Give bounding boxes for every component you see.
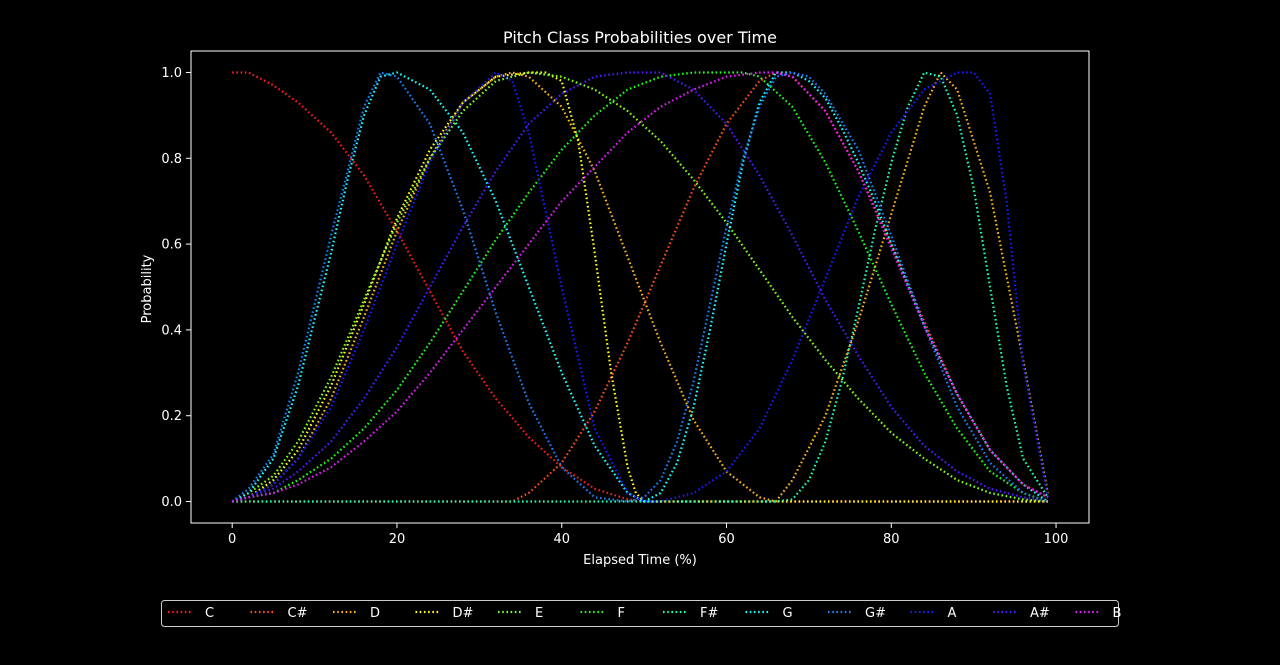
legend-label: B [1113,606,1122,621]
legend-label: C# [288,606,308,621]
y-tick-label: 0.8 [161,152,182,167]
x-tick-label: 80 [883,532,900,547]
x-tick-label: 100 [1044,532,1069,547]
x-tick-label: 40 [553,532,570,547]
legend-label: D# [453,606,474,621]
y-tick-label: 1.0 [161,66,182,81]
series-line-f-sharp [232,71,1049,503]
legend-label: A# [1030,606,1050,621]
series-line-e [231,71,1048,503]
legend-label: A [948,606,957,621]
series-line-f [231,71,1049,503]
chart-title: Pitch Class Probabilities over Time [503,28,777,47]
legend-label: D [370,606,380,621]
legend-label: G [783,606,793,621]
plot-frame [190,50,1090,524]
y-axis-ticks: 0.0 0.2 0.4 0.6 0.8 1.0 [161,66,191,510]
series-line-g-sharp [231,71,1049,503]
legend-frame [161,600,1119,627]
legend-label: E [535,606,543,621]
legend-label: F# [700,606,718,621]
legend-label: C [205,606,214,621]
y-tick-label: 0.0 [161,495,182,510]
series-line-d-sharp [231,71,1048,503]
series-lines [231,71,1049,503]
legend-label: F [618,606,625,621]
y-axis-label: Probability [140,254,155,323]
x-tick-label: 20 [389,532,406,547]
y-tick-label: 0.6 [161,238,182,253]
x-tick-label: 0 [228,532,236,547]
x-axis-ticks: 0 20 40 60 80 100 [228,523,1068,547]
legend-label: G# [865,606,886,621]
x-tick-label: 60 [718,532,735,547]
x-axis-label: Elapsed Time (%) [583,553,697,568]
legend: C C# D D# E F F# G G# A A# B [161,600,1122,627]
series-line-b [231,71,1049,503]
y-tick-label: 0.2 [161,409,182,424]
series-line-g [231,71,1049,503]
y-tick-label: 0.4 [161,323,182,338]
